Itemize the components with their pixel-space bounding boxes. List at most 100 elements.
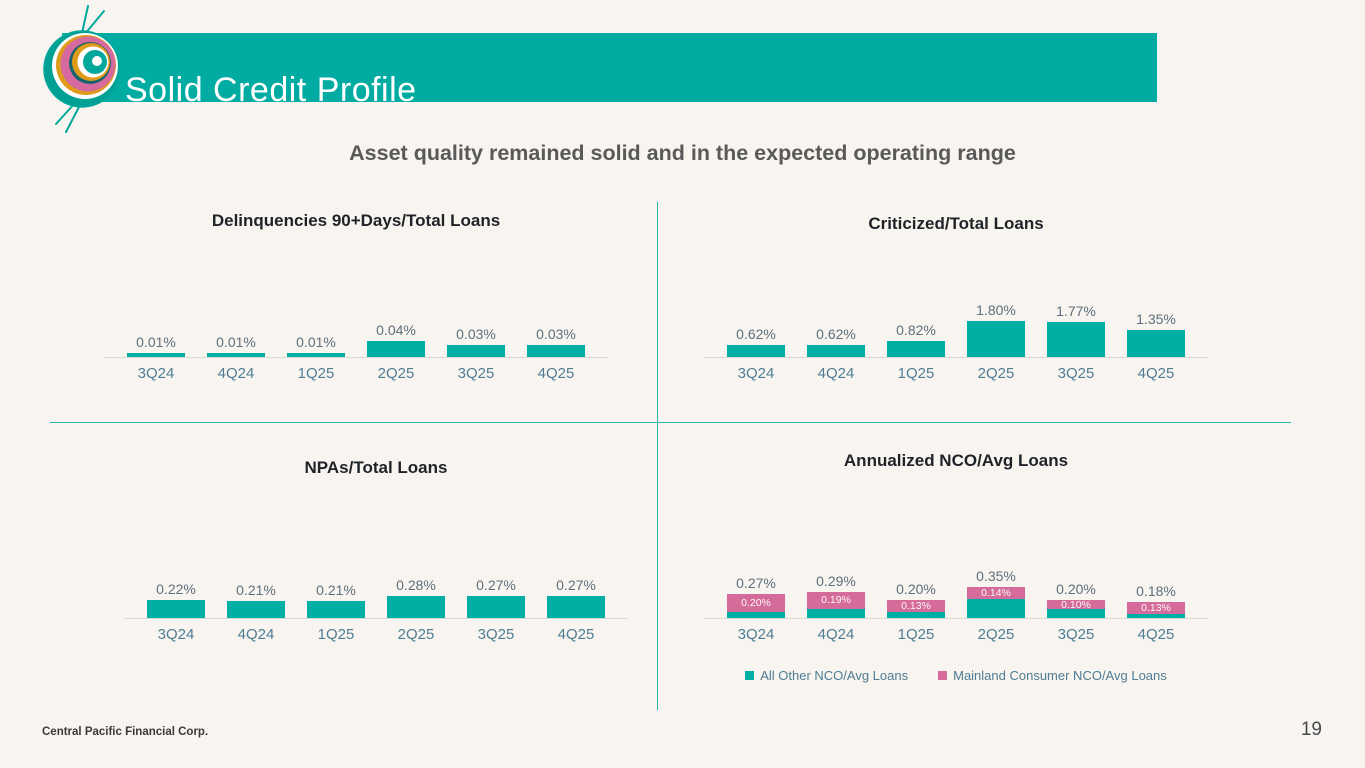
value-label: 0.21% [316,582,356,599]
legend-swatch-pink-icon [938,671,948,680]
bar-group-3Q25: 0.10% 0.20% [1036,451,1116,618]
chart-npas: NPAs/Total Loans 0.22% 3Q24 0.21% 4Q24 0.21%… [124,458,628,662]
plot-area: 0.62% 3Q24 0.62% 4Q24 0.82% 1Q25 1.80% 2Q25 1.77… [704,214,1208,401]
axis-label-4Q25: 4Q25 [557,626,595,643]
value-label: 0.22% [156,581,196,598]
bar-group-3Q24: 0.20% 0.27% [716,451,796,618]
bar-3Q24 [727,344,785,357]
legend-swatch-teal-icon [745,671,755,680]
axis-label-3Q24: 3Q24 [137,365,175,382]
bar-3Q25 [1047,321,1105,357]
bar-3Q25 [447,345,505,357]
bar-group-1Q25: 0.21% [296,458,376,618]
bar-group-4Q25: 0.03% [516,211,596,357]
chart-nco: Annualized NCO/Avg Loans 0.20% 0.27% 3Q24 0… [704,451,1208,662]
page-title: Solid Credit Profile [125,70,417,109]
value-label: 0.20% [896,581,936,597]
bar-group-4Q25: 0.27% [536,458,616,618]
axis-label-3Q24: 3Q24 [737,626,775,643]
axis-label-3Q25: 3Q25 [477,626,515,643]
bar-group-2Q25: 0.04% [356,211,436,357]
bar-group-1Q25: 0.01% [276,211,356,357]
chart-title: Criticized/Total Loans [868,214,1044,233]
bar-group-4Q25: 1.35% [1116,214,1196,357]
segment-value-label: 0.19% [821,594,851,607]
bar-group-4Q24: 0.21% [216,458,296,618]
bar-segment-all-other-3Q25 [1047,609,1105,618]
bar-segment-mainland-3Q25: 0.10% [1047,598,1105,611]
value-label: 0.27% [476,577,516,594]
bar-segment-all-other-2Q25 [967,599,1025,618]
x-axis-line [704,618,1208,619]
bar-segment-mainland-4Q25: 0.13% [1127,601,1185,614]
value-label: 0.28% [396,576,436,593]
bar-group-1Q25: 0.82% [876,214,956,357]
bar-4Q25 [547,596,605,618]
axis-label-1Q25: 1Q25 [897,365,935,382]
plot-area: 0.01% 3Q24 0.01% 4Q24 0.01% 1Q25 0.04% 2Q25 0.03… [104,211,608,401]
chart-title: Delinquencies 90+Days/Total Loans [211,211,501,230]
axis-label-1Q25: 1Q25 [297,365,335,382]
axis-label-4Q25: 4Q25 [537,365,575,382]
bar-segment-all-other-4Q24 [807,609,865,618]
bar-segment-all-other-3Q24 [727,611,785,618]
bar-segment-mainland-4Q24: 0.19% [807,591,865,609]
axis-label-4Q24: 4Q24 [817,626,855,643]
bar-3Q25 [467,596,525,618]
value-label: 0.29% [816,572,856,589]
plot-area: 0.22% 3Q24 0.21% 4Q24 0.21% 1Q25 0.28% 2Q25 0.27… [124,458,628,662]
bar-4Q24 [807,344,865,357]
bar-group-3Q25: 0.03% [436,211,516,357]
bar-group-1Q25: 0.13% 0.20% [876,451,956,618]
value-label: 1.77% [1056,302,1096,319]
bar-3Q24 [147,600,205,618]
bar-1Q25 [307,601,365,618]
bar-group-3Q24: 0.62% [716,214,796,357]
bar-4Q24 [207,353,265,357]
bar-group-2Q25: 0.28% [376,458,456,618]
chart-delinquencies: Delinquencies 90+Days/Total Loans 0.01% 3… [104,211,608,401]
value-label: 1.35% [1136,311,1176,327]
bar-group-2Q25: 0.14% 0.35% [956,451,1036,618]
bar-segment-mainland-3Q24: 0.20% [727,593,785,612]
bar-group-4Q25: 0.13% 0.18% [1116,451,1196,618]
axis-label-3Q24: 3Q24 [157,626,195,643]
bar-group-3Q25: 0.27% [456,458,536,618]
value-label: 0.62% [816,325,856,342]
value-label: 0.18% [1136,582,1176,599]
bar-2Q25 [367,341,425,357]
axis-label-4Q24: 4Q24 [217,365,255,382]
bar-segment-all-other-4Q25 [1127,613,1185,618]
value-label: 0.27% [736,574,776,591]
bar-group-2Q25: 1.80% [956,214,1036,357]
bar-group-3Q24: 0.22% [136,458,216,618]
bar-4Q24 [227,601,285,618]
bar-segment-mainland-2Q25: 0.14% [967,586,1025,600]
bar-2Q25 [387,595,445,618]
segment-value-label: 0.13% [901,599,931,612]
axis-label-4Q24: 4Q24 [237,626,275,643]
value-label: 0.62% [736,325,776,342]
value-label: 1.80% [976,302,1016,318]
legend-item-all-other: All Other NCO/Avg Loans [745,668,908,683]
bar-group-3Q24: 0.01% [116,211,196,357]
value-label: 0.35% [976,567,1016,584]
axis-label-3Q25: 3Q25 [1057,626,1095,643]
bar-segment-all-other-1Q25 [887,611,945,618]
axis-label-1Q25: 1Q25 [317,626,355,643]
bar-4Q25 [1127,330,1185,357]
segment-value-label: 0.10% [1061,598,1091,611]
axis-label-3Q24: 3Q24 [737,365,775,382]
legend-item-mainland-consumer: Mainland Consumer NCO/Avg Loans [938,668,1167,683]
chart-title: Annualized NCO/Avg Loans [843,451,1069,470]
footer-company: Central Pacific Financial Corp. [42,726,209,738]
axis-label-1Q25: 1Q25 [897,626,935,643]
legend-label: Mainland Consumer NCO/Avg Loans [953,668,1167,683]
value-label: 0.01% [296,334,336,350]
bar-3Q24 [127,353,185,357]
page-number: 19 [1300,719,1322,740]
x-axis-line [104,357,608,358]
bar-segment-mainland-1Q25: 0.13% [887,600,945,612]
company-logo-icon [43,5,121,133]
